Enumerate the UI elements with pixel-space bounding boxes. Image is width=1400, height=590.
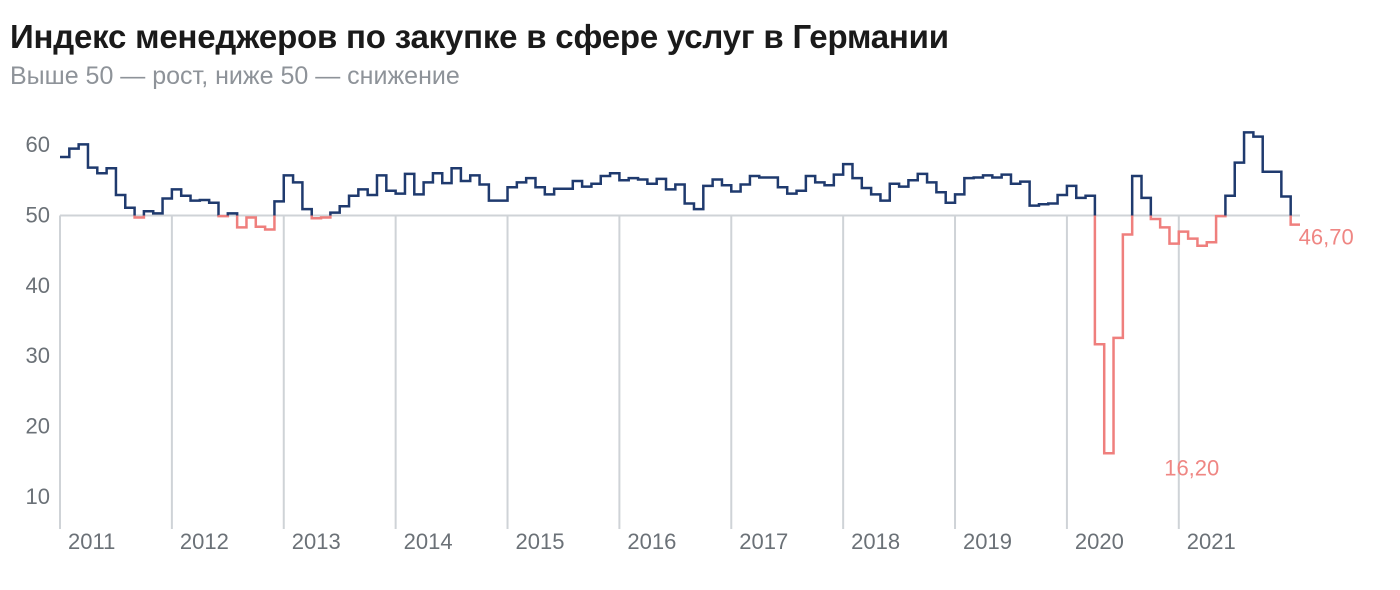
- x-tick-label: 2013: [292, 529, 341, 554]
- series-above-50: [274, 175, 311, 215]
- series-below-50: [1151, 215, 1226, 245]
- series-above-50: [144, 189, 219, 215]
- x-tick-label: 2021: [1187, 529, 1236, 554]
- series-above-50: [60, 144, 135, 215]
- y-tick-label: 50: [26, 202, 50, 227]
- x-tick-label: 2014: [404, 529, 453, 554]
- series-above-50: [330, 164, 1095, 215]
- x-tick-label: 2011: [68, 529, 115, 554]
- x-tick-label: 2020: [1075, 529, 1124, 554]
- chart-plot: 10 20 30 40 50 60 2011 2012 2013 2014 2015 2016 2017…: [10, 121, 1390, 561]
- y-tick-label: 30: [26, 343, 50, 368]
- chart-container: Индекс менеджеров по закупке в сфере усл…: [0, 0, 1400, 590]
- series-above-50: [1225, 132, 1290, 215]
- x-tick-label: 2019: [963, 529, 1012, 554]
- x-tick-label: 2018: [851, 529, 900, 554]
- series-above-50: [1132, 176, 1151, 215]
- series-below-50: [1291, 215, 1300, 224]
- y-tick-label: 10: [26, 484, 50, 509]
- callout-label: 16,20: [1164, 455, 1219, 480]
- y-tick-label: 40: [26, 273, 50, 298]
- x-tick-label: 2016: [627, 529, 676, 554]
- x-tick-label: 2012: [180, 529, 229, 554]
- series-below-50: [1095, 215, 1132, 453]
- x-tick-label: 2015: [516, 529, 565, 554]
- chart-svg: 10 20 30 40 50 60 2011 2012 2013 2014 2015 2016 2017…: [10, 121, 1390, 561]
- y-tick-label: 60: [26, 132, 50, 157]
- y-tick-label: 20: [26, 414, 50, 439]
- chart-title: Индекс менеджеров по закупке в сфере усл…: [10, 18, 1390, 56]
- chart-subtitle: Выше 50 — рост, ниже 50 — снижение: [10, 62, 1390, 91]
- callout-label: 46,70: [1299, 225, 1354, 250]
- x-tick-label: 2017: [739, 529, 788, 554]
- series-below-50: [219, 215, 228, 216]
- series-below-50: [237, 215, 274, 229]
